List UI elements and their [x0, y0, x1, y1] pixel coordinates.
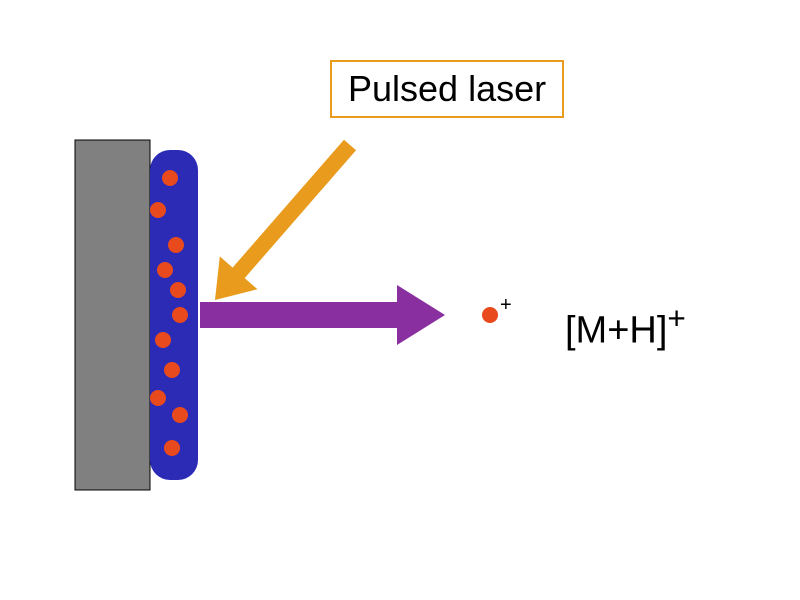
analyte-dot	[168, 237, 184, 253]
analyte-dot	[155, 332, 171, 348]
substrate-plate	[75, 140, 150, 490]
analyte-dot	[170, 282, 186, 298]
pulsed-laser-text: Pulsed laser	[348, 68, 546, 109]
ion-charge-plus: +	[500, 294, 512, 316]
analyte-dot	[172, 407, 188, 423]
diagram-stage: + Pulsed laser [M+H]+	[0, 0, 800, 600]
ion-label-sup: +	[667, 300, 686, 336]
analyte-dot	[150, 202, 166, 218]
analyte-dot	[162, 170, 178, 186]
ion-species-label: [M+H]+	[565, 300, 686, 353]
analyte-dot	[150, 390, 166, 406]
analyte-dot	[164, 362, 180, 378]
ejected-ion-dot	[482, 307, 498, 323]
ion-label-base: [M+H]	[565, 310, 667, 352]
analyte-dot	[164, 440, 180, 456]
laser-arrow	[215, 140, 356, 300]
analyte-dot	[157, 262, 173, 278]
pulsed-laser-label: Pulsed laser	[330, 60, 564, 118]
analyte-dot	[172, 307, 188, 323]
